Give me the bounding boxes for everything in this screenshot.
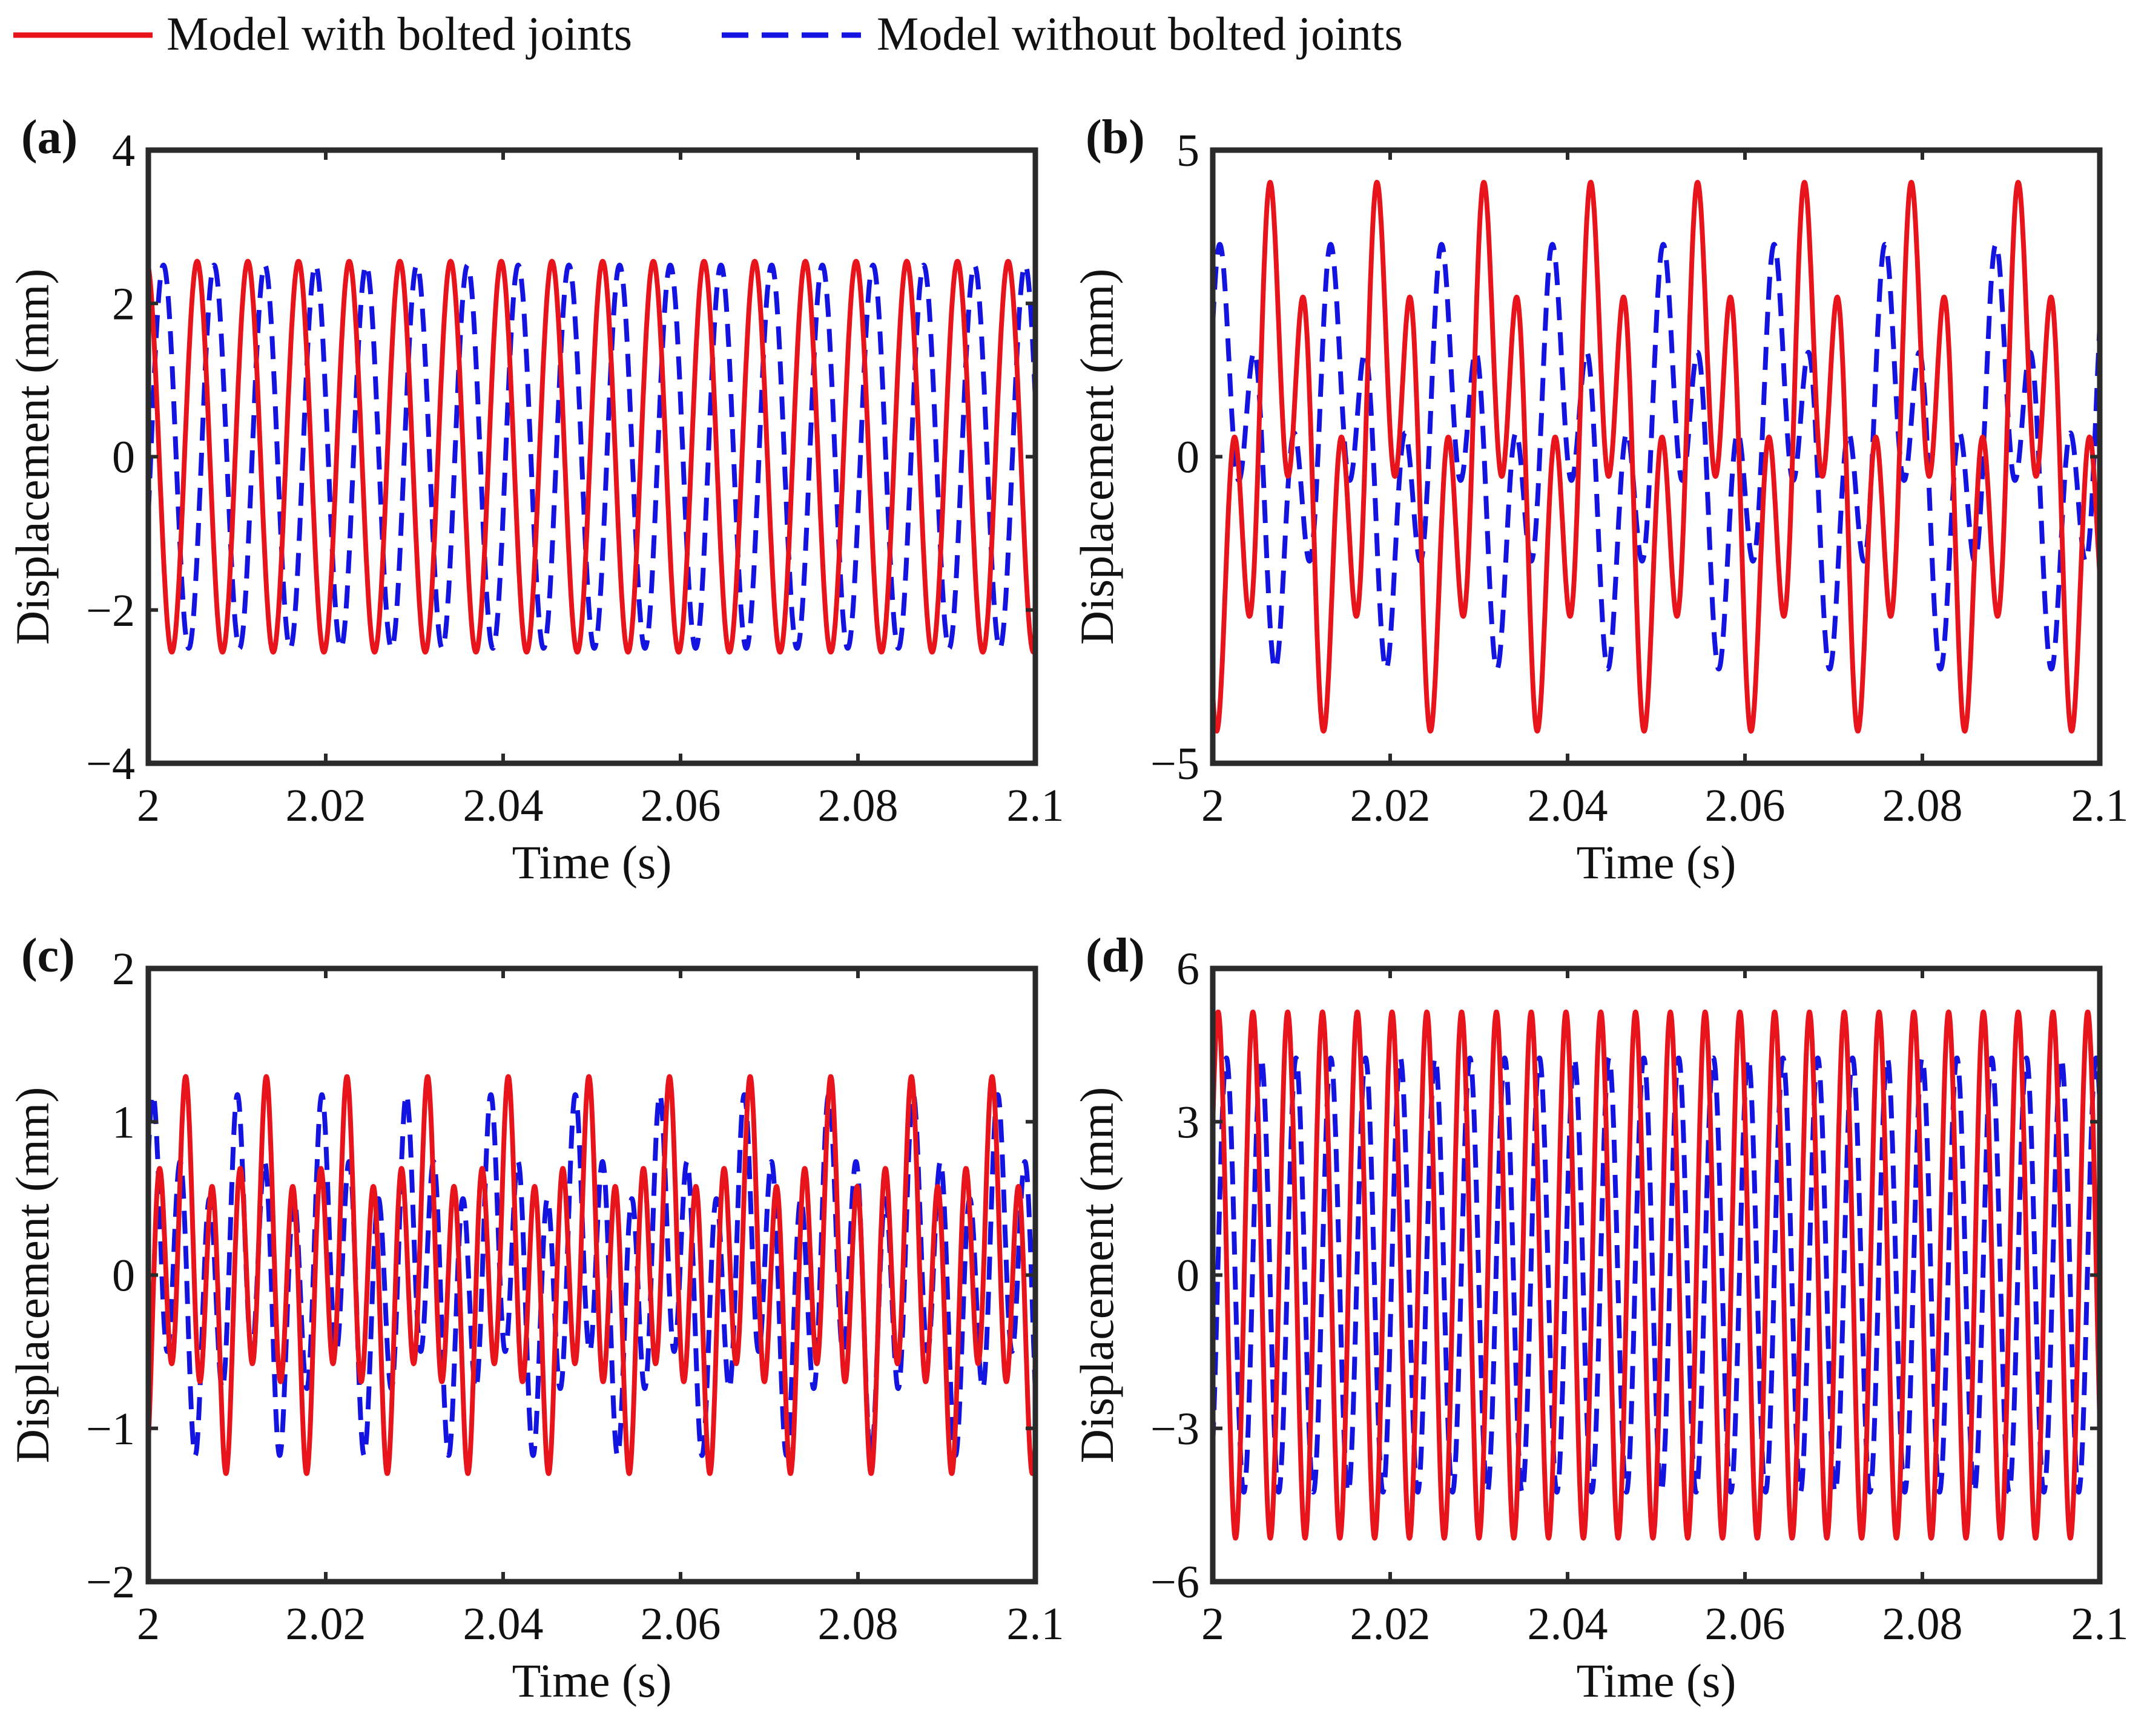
series-line-bolted (1213, 180, 2100, 734)
y-tick-label: 2 (112, 944, 135, 995)
y-tick-label: 2 (112, 278, 135, 329)
x-tick-label: 2.08 (1882, 780, 1963, 831)
y-tick-label: 1 (112, 1097, 135, 1148)
series-line-bolted (148, 1074, 1035, 1476)
panel-label: (d) (1086, 929, 1145, 982)
y-axis-label: Displacement (mm) (1070, 1087, 1123, 1464)
x-tick-label: 2 (137, 780, 160, 831)
x-tick-label: 2.1 (2071, 780, 2129, 831)
y-tick-label: −3 (1150, 1404, 1199, 1455)
panels: 2 2.02 2.04 2.06 2.08 2.1 −4 −2 0 2 4 Time (s) Displ… (6, 111, 2129, 1707)
legend: Model with bolted joints Model without b… (13, 7, 1403, 60)
x-tick-label: 2 (1201, 1599, 1224, 1649)
y-tick-label: 0 (112, 1251, 135, 1301)
panel-b: 2 2.02 2.04 2.06 2.08 2.1 −5 0 5 Time (s) Displace… (1070, 111, 2129, 889)
series-line-unbolted (1213, 242, 2100, 672)
x-tick-label: 2.04 (1528, 780, 1608, 831)
x-tick-label: 2.06 (641, 780, 721, 831)
y-axis-label: Displacement (mm) (6, 269, 59, 645)
y-tick-label: 4 (112, 125, 135, 176)
y-axis-label: Displacement (mm) (1070, 269, 1123, 645)
legend-label-bolted: Model with bolted joints (167, 7, 632, 60)
x-tick-label: 2.04 (463, 780, 544, 831)
x-tick-label: 2.08 (818, 1599, 899, 1649)
x-axis-label: Time (s) (1577, 836, 1736, 889)
y-tick-label: −1 (86, 1404, 135, 1455)
x-tick-label: 2.1 (1007, 1599, 1064, 1649)
y-tick-label: 6 (1176, 944, 1199, 995)
y-tick-label: 3 (1176, 1097, 1199, 1148)
y-tick-label: 5 (1176, 125, 1199, 176)
y-tick-label: −6 (1150, 1557, 1199, 1608)
y-tick-label: −2 (86, 585, 135, 636)
y-axis-label: Displacement (mm) (6, 1087, 59, 1464)
x-tick-label: 2.06 (1705, 780, 1786, 831)
x-tick-label: 2.08 (818, 780, 899, 831)
y-tick-label: 0 (112, 432, 135, 483)
x-tick-label: 2.02 (1350, 780, 1431, 831)
x-axis-label: Time (s) (512, 836, 672, 889)
legend-label-unbolted: Model without bolted joints (877, 7, 1403, 60)
x-tick-label: 2.1 (2071, 1599, 2129, 1649)
y-tick-label: −4 (86, 738, 135, 789)
y-tick-label: 0 (1176, 432, 1199, 483)
x-tick-label: 2.02 (1350, 1599, 1431, 1649)
y-tick-label: −5 (1150, 738, 1199, 789)
x-tick-label: 2.02 (286, 1599, 366, 1649)
x-tick-label: 2 (1201, 780, 1224, 831)
x-tick-label: 2.06 (641, 1599, 721, 1649)
x-tick-label: 2.04 (1528, 1599, 1608, 1649)
x-tick-label: 2.06 (1705, 1599, 1786, 1649)
y-tick-label: −2 (86, 1557, 135, 1608)
panel-d: 2 2.02 2.04 2.06 2.08 2.1 −6 −3 0 3 6 Time (s) Displ… (1070, 929, 2129, 1707)
panel-label: (b) (1086, 111, 1145, 164)
series-line-bolted (1213, 1009, 2100, 1541)
x-tick-label: 2.04 (463, 1599, 544, 1649)
panel-a: 2 2.02 2.04 2.06 2.08 2.1 −4 −2 0 2 4 Time (s) Displ… (6, 111, 1064, 889)
x-tick-label: 2 (137, 1599, 160, 1649)
x-tick-label: 2.1 (1007, 780, 1064, 831)
panel-c: 2 2.02 2.04 2.06 2.08 2.1 −2 −1 0 1 2 Time (s) Displ… (6, 929, 1064, 1707)
series-line-bolted (148, 258, 1035, 655)
x-axis-label: Time (s) (1577, 1654, 1736, 1707)
panel-label: (c) (21, 929, 75, 982)
x-tick-label: 2.02 (286, 780, 366, 831)
x-axis-label: Time (s) (512, 1654, 672, 1707)
y-tick-label: 0 (1176, 1251, 1199, 1301)
panel-label: (a) (21, 111, 78, 164)
x-tick-label: 2.08 (1882, 1599, 1963, 1649)
series-line-unbolted (148, 262, 1035, 651)
